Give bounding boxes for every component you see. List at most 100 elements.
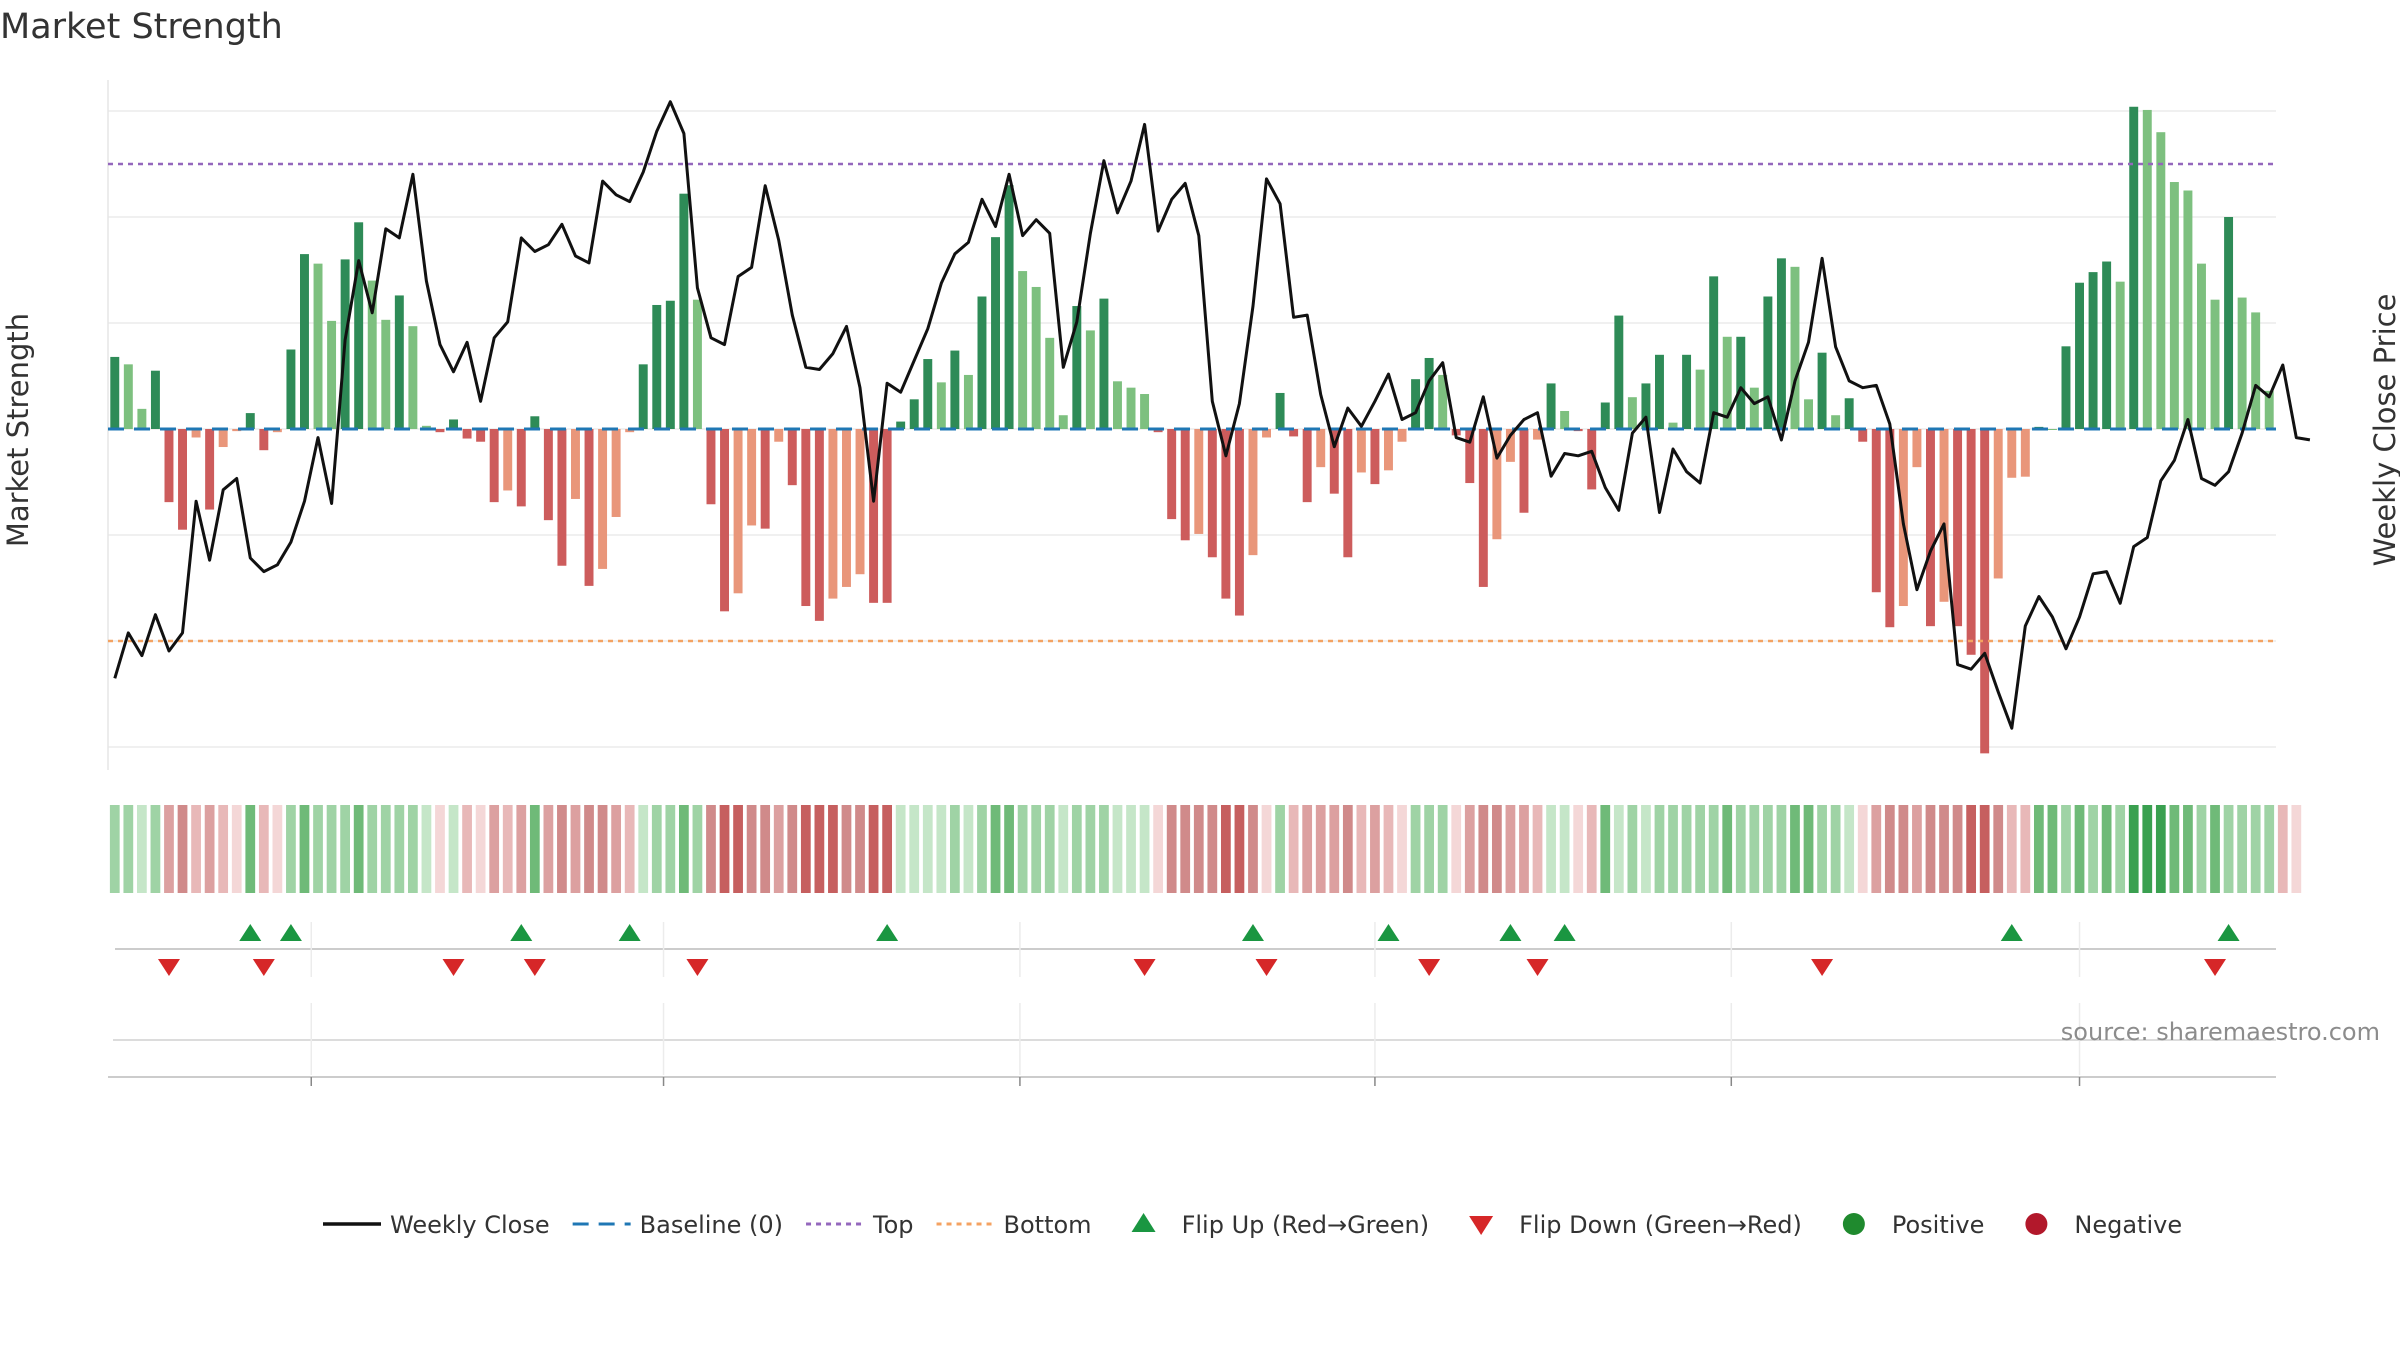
- strength-bar: [1045, 337, 1055, 429]
- legend-item: Negative: [2025, 1211, 2182, 1239]
- strength-bar: [611, 429, 621, 517]
- heat-cell: [136, 805, 147, 893]
- heat-cell: [448, 805, 459, 893]
- strength-bar: [1167, 429, 1177, 520]
- heat-cell: [557, 805, 567, 893]
- flip-down-marker: [442, 959, 465, 976]
- strength-bar: [652, 304, 662, 429]
- heat-cell: [1654, 805, 1665, 893]
- strength-bar: [1939, 429, 1949, 602]
- heat-cell: [1830, 805, 1841, 893]
- heat-cell: [299, 805, 310, 893]
- strength-bar: [2169, 182, 2179, 429]
- heat-cell: [2223, 805, 2234, 893]
- heat-cell: [1099, 805, 1109, 893]
- strength-bar: [882, 429, 892, 603]
- strength-bar: [1614, 315, 1624, 429]
- strength-bar: [950, 350, 960, 429]
- flip-up-marker: [1499, 924, 1522, 941]
- strength-bar: [2007, 429, 2017, 478]
- legend-swatch-tri-up: [1131, 1213, 1156, 1232]
- heat-cell: [1370, 805, 1380, 893]
- strength-bar: [1885, 429, 1895, 628]
- heat-cell: [1681, 805, 1692, 893]
- strength-bar: [733, 429, 743, 594]
- heat-cell: [1790, 805, 1800, 893]
- strength-bar: [1316, 429, 1326, 468]
- strength-bar: [1275, 392, 1285, 429]
- flip-markers: [115, 922, 2276, 977]
- strength-bar: [123, 364, 133, 429]
- heat-cell: [245, 805, 256, 893]
- x-axis: [108, 1003, 2276, 1086]
- heat-cell: [787, 805, 798, 893]
- strength-bar: [692, 299, 702, 429]
- heat-cell: [367, 805, 378, 893]
- strength-bar: [1262, 429, 1271, 438]
- heat-cell: [1329, 805, 1340, 893]
- heat-cell: [746, 805, 757, 893]
- strength-bar: [503, 429, 513, 491]
- heat-cell: [868, 805, 879, 893]
- legend-label: Baseline (0): [640, 1211, 783, 1239]
- heat-cell: [218, 805, 229, 893]
- heat-cell: [380, 805, 391, 893]
- strength-bar: [598, 429, 608, 569]
- heat-cell: [678, 805, 689, 893]
- heat-cell: [2264, 805, 2275, 893]
- heat-cell: [1586, 805, 1597, 893]
- strength-bar: [679, 193, 689, 429]
- heat-cell: [1302, 805, 1313, 893]
- heat-cell: [1776, 805, 1787, 893]
- strength-bar: [259, 429, 269, 451]
- heat-cell: [191, 805, 201, 893]
- heat-cell: [1857, 805, 1868, 893]
- heat-cell: [1180, 805, 1191, 893]
- flip-up-marker: [1553, 924, 1576, 941]
- strength-bar: [1058, 415, 1068, 429]
- flip-down-marker: [1255, 959, 1278, 976]
- heat-cell: [1383, 805, 1394, 893]
- strength-bar: [1099, 298, 1109, 429]
- heat-cell: [435, 805, 445, 893]
- strength-bar: [1627, 397, 1637, 429]
- strength-bar: [2183, 190, 2193, 429]
- strength-bar: [760, 429, 770, 529]
- strength-bar: [1329, 429, 1339, 494]
- heat-cell: [204, 805, 215, 893]
- heat-cell: [2074, 805, 2085, 893]
- flip-down-marker: [1418, 959, 1441, 976]
- heat-cell: [502, 805, 513, 893]
- heat-cell: [1464, 805, 1475, 893]
- heat-cell: [1315, 805, 1326, 893]
- legend-item: Flip Up (Red→Green): [1131, 1211, 1429, 1239]
- flip-down-marker: [2204, 959, 2227, 976]
- heat-cell: [1573, 805, 1584, 893]
- strength-bar: [327, 320, 337, 429]
- strength-bar: [557, 429, 567, 566]
- strength-bar: [489, 429, 499, 503]
- strength-bar: [1817, 352, 1827, 429]
- heat-cell: [2020, 805, 2031, 893]
- strength-bar: [801, 429, 811, 607]
- heat-cell: [1627, 805, 1638, 893]
- legend-swatch-circle: [1842, 1213, 1865, 1235]
- strength-bar: [2047, 429, 2057, 430]
- heat-cell: [624, 805, 635, 893]
- chart-title: Market Strength: [0, 7, 283, 47]
- heat-cell: [394, 805, 405, 893]
- strength-bar: [1926, 429, 1935, 627]
- strength-bar: [1749, 387, 1759, 429]
- flip-up-marker: [1377, 924, 1400, 941]
- heat-cell: [1505, 805, 1516, 893]
- legend-item: Top: [806, 1211, 914, 1239]
- heat-cell: [543, 805, 554, 893]
- heat-cell: [1898, 805, 1909, 893]
- legend-label: Negative: [2074, 1211, 2182, 1239]
- strength-bar: [1411, 379, 1421, 429]
- strength-bar: [706, 429, 716, 505]
- strength-bar: [896, 421, 906, 429]
- heat-cell: [1478, 805, 1489, 893]
- strength-bar: [1858, 429, 1868, 442]
- strength-bar: [232, 429, 242, 432]
